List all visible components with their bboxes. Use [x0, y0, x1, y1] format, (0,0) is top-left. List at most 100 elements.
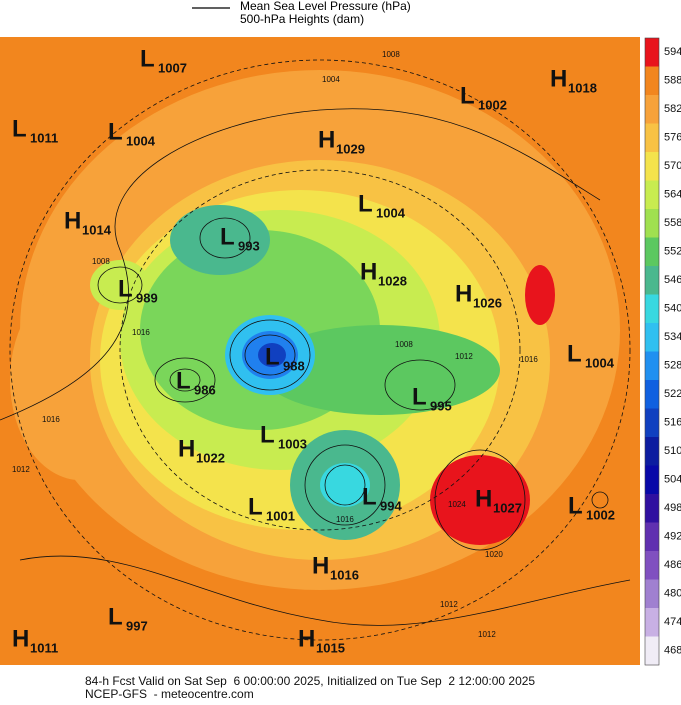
pressure-center-value: 1003 [278, 436, 307, 451]
colorbar-label: 570 [664, 160, 681, 172]
colorbar-swatch [645, 237, 659, 267]
pressure-center-value: 986 [194, 382, 216, 397]
colorbar-swatch [645, 266, 659, 295]
pressure-center-type: H [298, 625, 315, 652]
pressure-center-value: 1004 [585, 355, 615, 370]
colorbar-swatch [645, 38, 659, 67]
pressure-center-value: 1001 [266, 508, 295, 523]
colorbar-label: 564 [664, 189, 681, 201]
colorbar-swatch [645, 608, 659, 637]
colorbar-label: 510 [664, 445, 681, 457]
pressure-center-type: L [248, 493, 263, 520]
isobar-label: 1020 [485, 550, 503, 559]
pressure-center-value: 1007 [158, 60, 187, 75]
pressure-center-type: L [412, 383, 427, 410]
colorbar-swatch [645, 294, 659, 324]
pressure-center-value: 1004 [376, 205, 406, 220]
colorbar-label: 588 [664, 75, 681, 87]
isobar-label: 1016 [132, 328, 150, 337]
pressure-center-value: 1018 [568, 80, 597, 95]
colorbar-swatch [645, 123, 659, 153]
pressure-center-type: L [568, 492, 583, 519]
colorbar-label: 474 [664, 616, 681, 628]
isobar-label: 1016 [520, 355, 538, 364]
colorbar-label: 498 [664, 502, 681, 514]
isobar-label: 1024 [448, 500, 466, 509]
pressure-center-type: L [265, 343, 280, 370]
map [0, 37, 640, 665]
pressure-center-value: 1029 [336, 141, 365, 156]
colorbar-label: 582 [664, 103, 681, 115]
isobar-label: 1008 [382, 50, 400, 59]
legend-label: Mean Sea Level Pressure (hPa) [240, 0, 411, 13]
colorbar-label: 546 [664, 274, 681, 286]
colorbar-swatch [645, 494, 659, 523]
colorbar-label: 480 [664, 588, 681, 600]
pressure-center-value: 1011 [30, 130, 58, 145]
pressure-center-type: H [360, 258, 377, 285]
colorbar-frame [644, 37, 660, 666]
pressure-center-type: L [140, 45, 155, 72]
isobar-label: 1012 [478, 630, 496, 639]
isobar-label: 1016 [42, 415, 60, 424]
colorbar-swatch [645, 323, 659, 352]
pressure-center-value: 1015 [316, 640, 345, 655]
pressure-center-value: 1002 [586, 507, 615, 522]
pressure-center-value: 989 [136, 290, 158, 305]
colorbar-label: 594 [664, 46, 681, 58]
footer-line: 84-h Fcst Valid on Sat Sep 6 00:00:00 20… [85, 674, 535, 688]
pressure-center-value: 993 [238, 238, 260, 253]
pressure-center-type: L [118, 275, 133, 302]
pressure-center-type: H [178, 435, 195, 462]
pressure-center-value: 1016 [330, 567, 359, 582]
pressure-center-value: 1027 [493, 500, 522, 515]
colorbar-label: 552 [664, 246, 681, 258]
colorbar-label: 516 [664, 417, 681, 429]
pressure-center-type: L [108, 603, 123, 630]
pressure-center-value: 994 [380, 498, 402, 513]
colorbar: 594 588 582 576 570 564 558 552 546 540 534 528 522 5… [644, 37, 681, 666]
pressure-center-type: L [358, 190, 373, 217]
colorbar-swatch [645, 636, 659, 666]
colorbar-swatch [645, 152, 659, 181]
colorbar-swatch [645, 579, 659, 609]
pressure-center-type: L [260, 421, 275, 448]
pressure-center-type: L [362, 483, 377, 510]
footer-line: NCEP-GFS - meteocentre.com [85, 687, 254, 700]
colorbar-label: 486 [664, 559, 681, 571]
pressure-center-value: 988 [283, 358, 305, 373]
isobar-labels: 1008 1004 1008 1016 1016 1012 1008 1012 1016 1024… [12, 50, 538, 639]
pressure-center-value: 1026 [473, 295, 502, 310]
isobar-label: 1004 [322, 75, 340, 84]
pressure-center-type: H [550, 65, 567, 92]
pressure-center-type: H [64, 207, 81, 234]
pressure-center-type: H [318, 126, 335, 153]
legend-label: 500-hPa Heights (dam) [240, 12, 364, 26]
pressure-center-value: 1022 [196, 450, 225, 465]
colorbar-swatch [645, 437, 659, 466]
colorbar-swatch [645, 95, 659, 124]
pressure-center-type: L [108, 118, 123, 145]
pressure-center-type: H [475, 485, 492, 512]
pressure-center-value: 997 [126, 618, 148, 633]
colorbar-swatch [645, 522, 659, 552]
pressure-center-type: H [312, 552, 329, 579]
isobar-label: 1012 [12, 465, 30, 474]
colorbar-label: 468 [664, 645, 681, 657]
colorbar-swatch [645, 465, 659, 495]
colorbar-label: 576 [664, 132, 681, 144]
colorbar-label: 528 [664, 360, 681, 372]
colorbar-swatch [645, 66, 659, 96]
colorbar-swatch [645, 209, 659, 238]
pressure-center-type: L [176, 367, 191, 394]
colorbar-swatch [645, 380, 659, 409]
pressure-center-value: 1011 [30, 640, 58, 655]
colorbar-swatch [645, 180, 659, 210]
colorbar-label: 534 [664, 331, 681, 343]
pressure-center-type: L [567, 340, 582, 367]
isobar-label: 1008 [395, 340, 413, 349]
pressure-center-value: 1014 [82, 222, 112, 237]
colorbar-label: 540 [664, 303, 681, 315]
